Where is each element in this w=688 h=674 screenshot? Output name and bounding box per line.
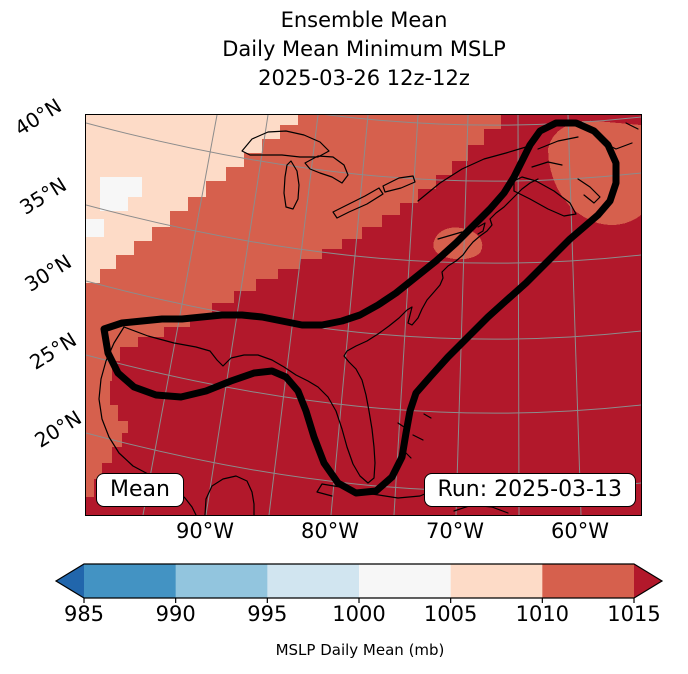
colorbar-segment [450, 564, 543, 598]
lat-tick-label: 30°N [20, 249, 76, 297]
graticule [86, 115, 641, 515]
colorbar-tick-label: 1000 [332, 602, 386, 626]
field-1000-1005-patch2 [86, 219, 104, 237]
colorbar [54, 563, 664, 603]
run-box: Run: 2025-03-13 [423, 473, 636, 507]
title-block: Ensemble Mean Daily Mean Minimum MSLP 20… [40, 6, 688, 93]
colorbar-tick-label: 1005 [423, 602, 478, 626]
colorbar-tick-label: 990 [155, 602, 196, 626]
colorbar-under-arrow [56, 564, 84, 598]
lon-tick-label: 70°W [426, 519, 484, 543]
colorbar-segment [175, 564, 268, 598]
colorbar-segment [359, 564, 452, 598]
colorbar-segment [542, 564, 635, 598]
lat-tick-label: 40°N [10, 93, 66, 141]
highlight-contour [100, 119, 620, 497]
mean-box: Mean [96, 473, 184, 507]
colorbar-caption: MSLP Daily Mean (mb) [275, 641, 445, 659]
colorbar-segment [267, 564, 360, 598]
colorbar-tick-label: 995 [247, 602, 288, 626]
lon-tick-label: 80°W [301, 519, 359, 543]
title-line-1: Ensemble Mean [280, 8, 448, 32]
lon-tick-label: 90°W [176, 519, 234, 543]
title-line-2: Daily Mean Minimum MSLP [222, 37, 506, 61]
lat-tick-label: 35°N [15, 172, 71, 220]
colorbar-tick-label: 985 [63, 602, 105, 626]
field-1000-1005-patch [100, 177, 142, 211]
colorbar-tick-label: 1015 [607, 602, 661, 626]
colorbar-over-arrow [634, 564, 662, 598]
field-1010-1015-maritimes-patch [548, 120, 641, 226]
title-line-3: 2025-03-26 12z-12z [258, 66, 470, 90]
colorbar-segment [84, 564, 177, 598]
lat-tick-label: 20°N [30, 405, 86, 453]
lat-tick-label: 25°N [25, 327, 81, 375]
colorbar-tick-label: 1010 [515, 602, 570, 626]
map-canvas [86, 115, 641, 515]
lon-tick-label: 60°W [551, 519, 609, 543]
map-plot: Mean Run: 2025-03-13 [85, 114, 642, 516]
field-1005-1010 [86, 115, 298, 283]
